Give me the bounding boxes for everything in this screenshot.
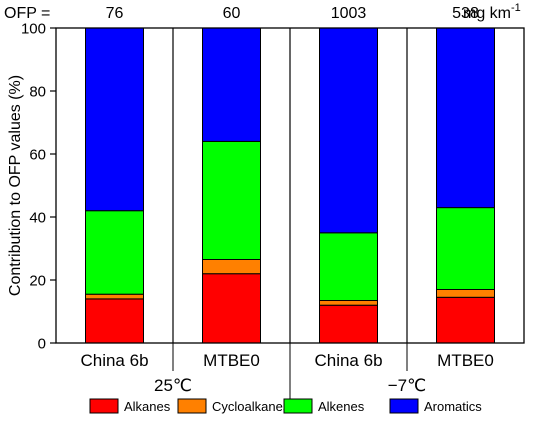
legend-swatch-aromatics (389, 398, 419, 414)
ofp-unit-exponent: -1 (511, 2, 521, 14)
bar-segment-alkanes (319, 304, 378, 344)
group-label: 25℃ (154, 376, 192, 395)
ofp-value: 76 (106, 5, 124, 22)
x-axis-panel: China 6b MTBE0 China 6b MTBE0 25℃ −7℃ (80, 343, 494, 400)
y-tick-label: 20 (29, 273, 46, 290)
legend-label-alkanes: Alkanes (124, 399, 171, 414)
bar-segment-aromatics (85, 27, 144, 212)
y-tick-label: 0 (38, 336, 46, 353)
bar-segment-cycloalkanes (436, 288, 495, 298)
legend-label-alkenes: Alkenes (318, 399, 365, 414)
ofp-prefix-label: OFP = (4, 5, 50, 22)
bar-segment-aromatics (202, 27, 261, 142)
y-tick-label: 60 (29, 147, 46, 164)
bar-segment-aromatics (436, 27, 495, 209)
legend-swatch-alkanes (89, 398, 119, 414)
legend: Alkanes Cycloalkanes Alkenes Aromatics (89, 398, 482, 414)
y-tick-label: 40 (29, 210, 46, 227)
bar-segment-cycloalkanes (202, 259, 261, 275)
bar-segment-cycloalkanes (85, 293, 144, 300)
bar-segment-alkanes (436, 296, 495, 344)
bar-segment-cycloalkanes (319, 300, 378, 306)
group-label: −7℃ (388, 376, 426, 395)
y-tick-label: 80 (29, 84, 46, 101)
bar-segment-alkanes (202, 273, 261, 344)
legend-label-cycloalkanes: Cycloalkanes (212, 399, 290, 414)
ofp-value: 60 (223, 5, 241, 22)
bar-segment-aromatics (319, 27, 378, 234)
bar-segment-alkenes (436, 207, 495, 291)
legend-swatch-cycloalkanes (177, 398, 207, 414)
bar-segment-alkenes (202, 140, 261, 260)
ofp-value: 538 (452, 5, 479, 22)
x-category-label: MTBE0 (203, 351, 260, 370)
x-category-label: China 6b (314, 351, 382, 370)
bar-segment-alkanes (85, 298, 144, 344)
ofp-unit-text: mg km (463, 5, 511, 22)
ofp-annotation-row: OFP = mg km-1 76 60 1003 538 (4, 2, 521, 22)
y-axis: 0 20 40 60 80 100 (21, 21, 56, 353)
bars-layer (85, 27, 495, 344)
ofp-value: 1003 (331, 5, 367, 22)
y-axis-label: Contribution to OFP values (%) (7, 75, 24, 296)
x-category-label: MTBE0 (437, 351, 494, 370)
legend-swatch-alkenes (283, 398, 313, 414)
bar-segment-alkenes (319, 232, 378, 301)
bar-segment-alkenes (85, 210, 144, 295)
x-category-label: China 6b (80, 351, 148, 370)
ofp-unit-label: mg km-1 (463, 2, 521, 22)
legend-label-aromatics: Aromatics (424, 399, 482, 414)
y-tick-label: 100 (21, 21, 46, 38)
